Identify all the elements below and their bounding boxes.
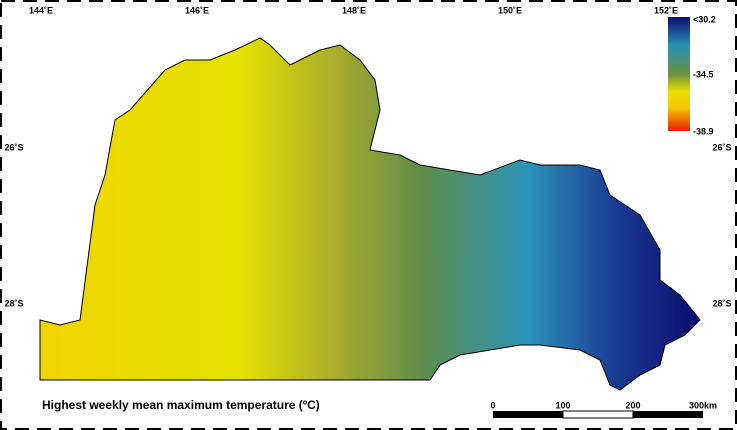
scale-label: 0 — [490, 400, 495, 410]
scale-label: 100 — [555, 400, 570, 410]
scale-label: 200 — [625, 400, 640, 410]
legend-label: -38.9 — [693, 126, 714, 136]
legend-label: -34.5 — [693, 69, 714, 79]
longitude-label: 150˚E — [498, 5, 522, 15]
region — [39, 37, 701, 391]
latitude-label: 26˚S — [712, 142, 731, 152]
scale-label: 300km — [689, 400, 717, 410]
latitude-label: 28˚S — [712, 298, 731, 308]
scale-bar — [493, 410, 703, 419]
scale-segment — [633, 411, 703, 418]
map-title: Highest weekly mean maximum temperature … — [42, 398, 320, 412]
legend-label: <30.2 — [693, 14, 716, 24]
latitude-label: 26˚S — [4, 142, 23, 152]
longitude-label: 152˚E — [654, 5, 678, 15]
legend-colorbar — [668, 17, 690, 131]
longitude-label: 144˚E — [29, 5, 53, 15]
scale-segment — [562, 410, 634, 419]
latitude-label: 28˚S — [4, 298, 23, 308]
longitude-label: 146˚E — [185, 5, 209, 15]
longitude-label: 148˚E — [342, 5, 366, 15]
scale-segment — [493, 411, 563, 418]
